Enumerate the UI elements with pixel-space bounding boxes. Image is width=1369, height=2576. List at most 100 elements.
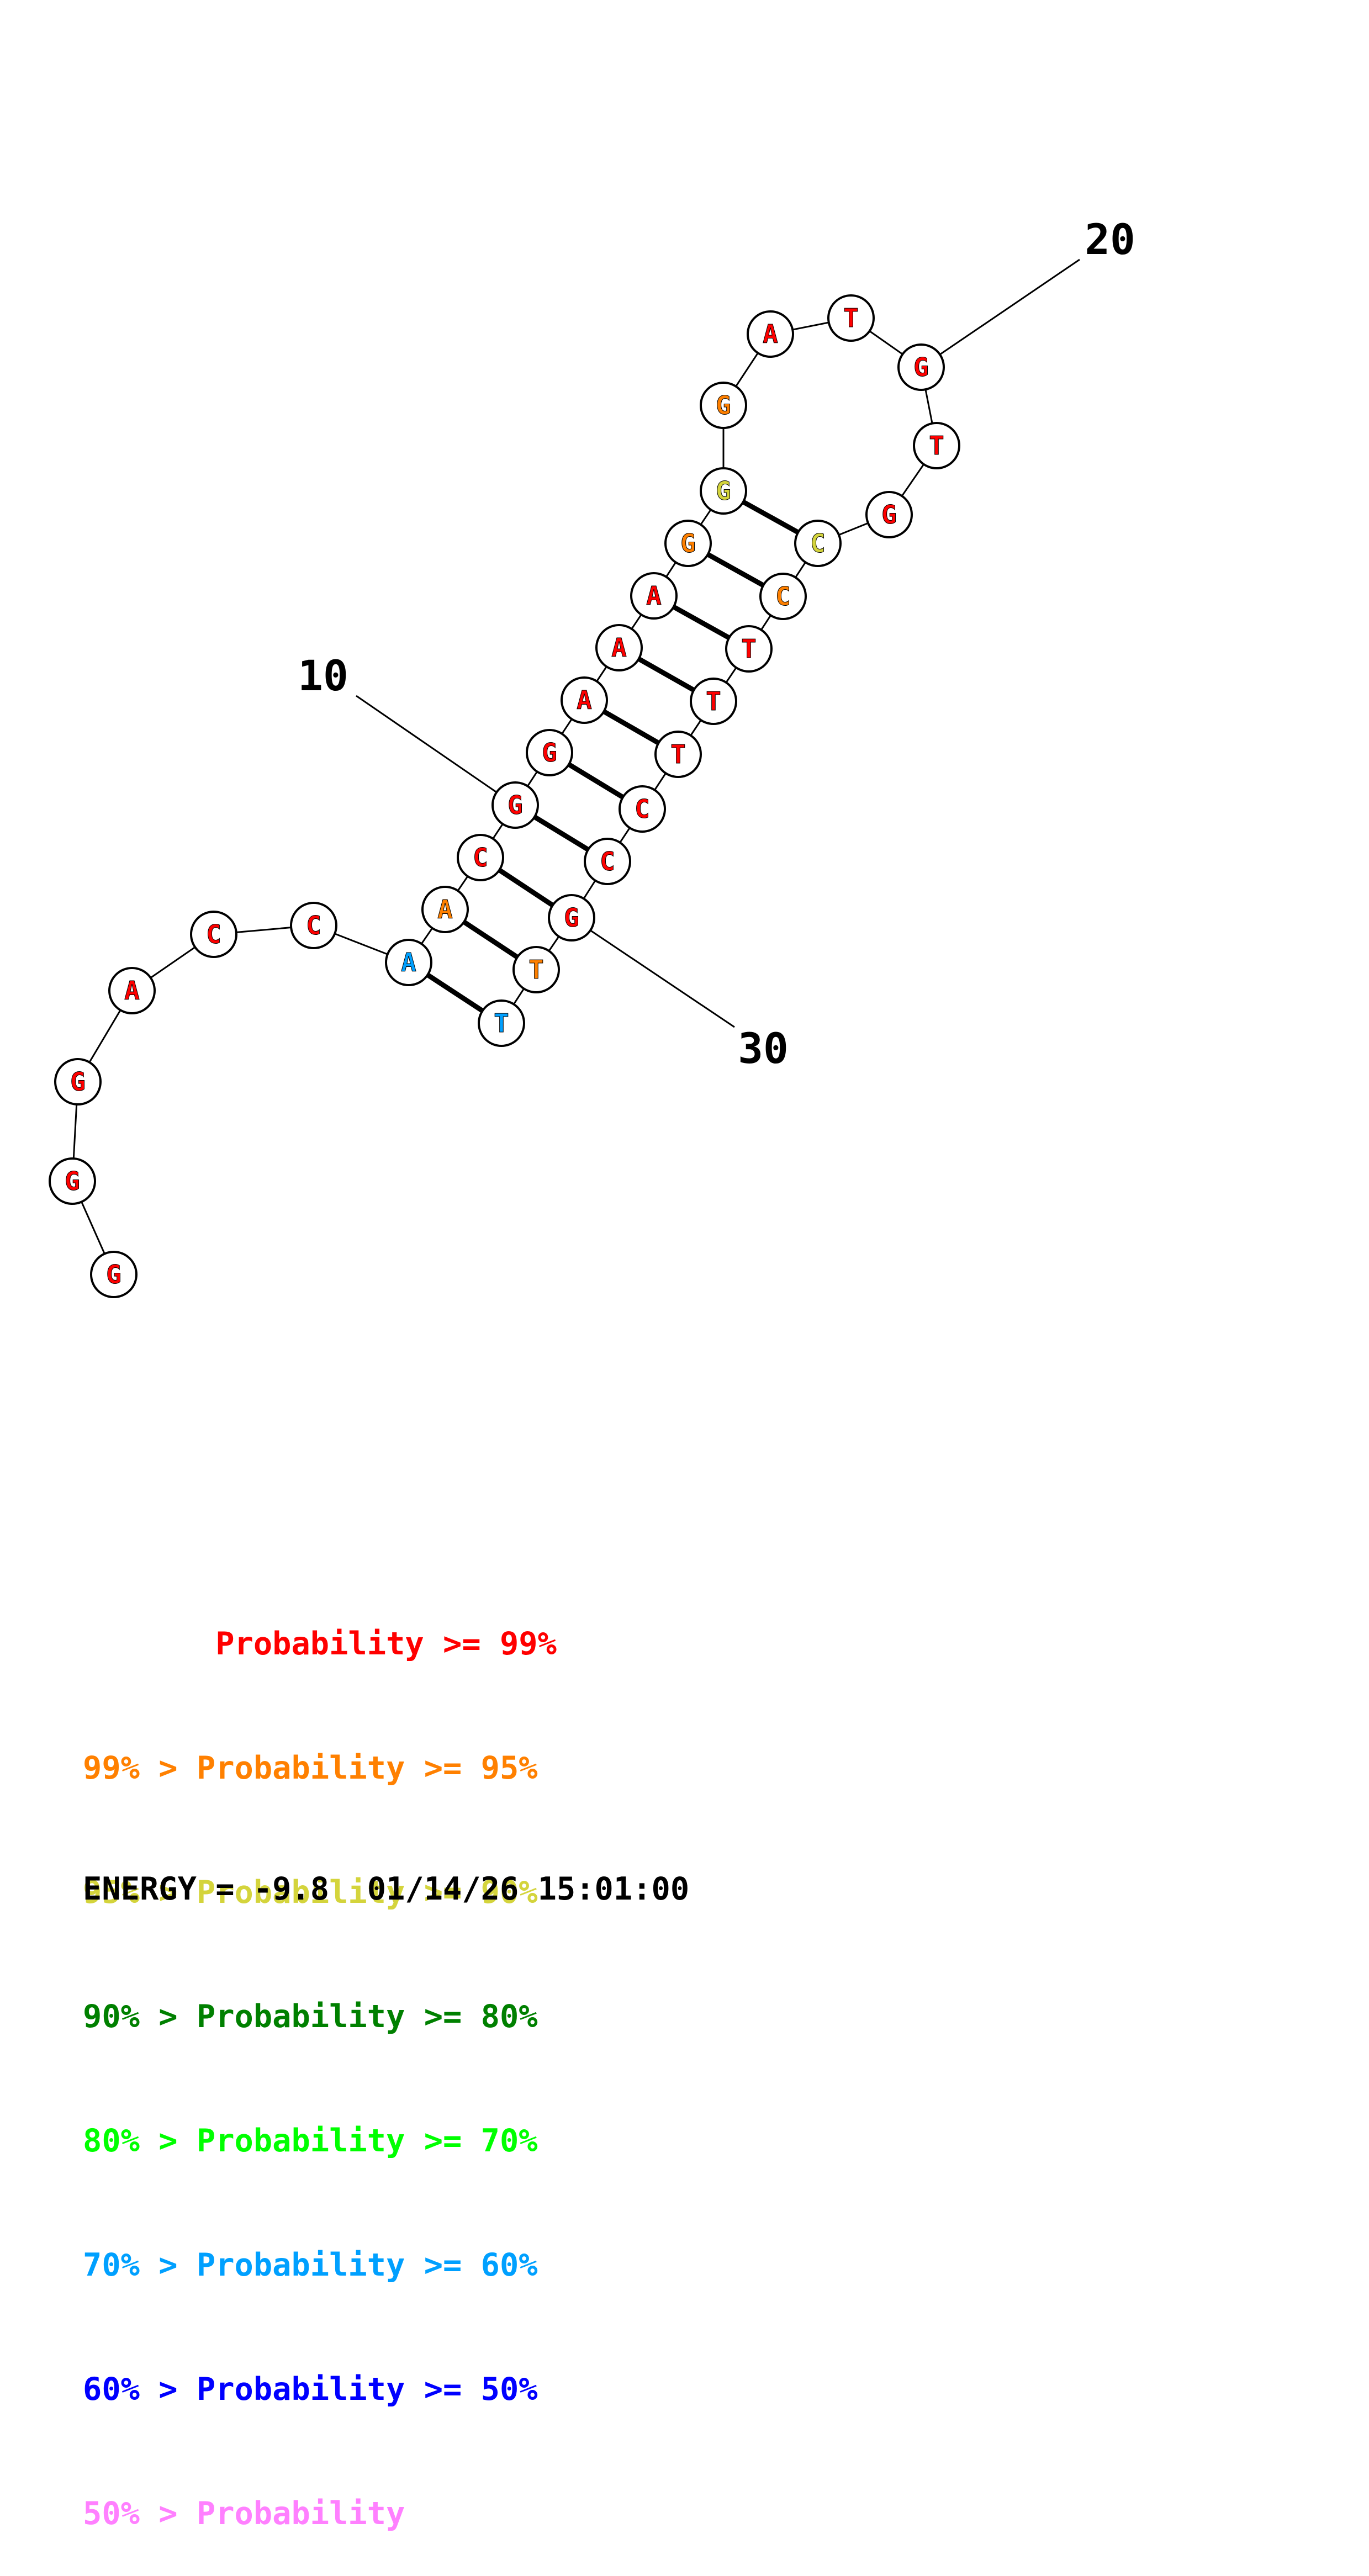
nucleotide-circle <box>54 1058 102 1105</box>
nucleotide-circle <box>478 999 525 1047</box>
nucleotide-base: A <box>401 948 416 977</box>
nucleotide-base: G <box>564 903 579 933</box>
nucleotide: T <box>725 625 773 673</box>
nucleotide-base: C <box>306 911 321 940</box>
nucleotide-circle <box>700 467 747 515</box>
nucleotide-base: C <box>635 794 650 824</box>
nucleotide: G <box>49 1157 96 1205</box>
probability-legend: Probability >= 99% 99% > Probability >= … <box>83 1541 557 2576</box>
nucleotide-circle <box>630 572 678 620</box>
nucleotide: A <box>747 310 794 358</box>
nucleotide: G <box>897 343 945 391</box>
legend-row: 95% > Probability >= 90% <box>83 1874 538 1911</box>
legend-row: 70% > Probability >= 60% <box>83 2247 538 2283</box>
nucleotide: A <box>385 939 432 986</box>
nucleotide-base: A <box>577 685 592 715</box>
nucleotide-circle <box>190 911 237 958</box>
nucleotide: C <box>619 785 666 833</box>
nucleotide: G <box>700 382 747 429</box>
nucleotide: T <box>478 999 525 1047</box>
nucleotide-base: G <box>70 1067 86 1097</box>
nucleotide-circle <box>595 624 643 671</box>
nucleotide-circle <box>49 1157 96 1205</box>
position-tick-line <box>921 258 1080 368</box>
nucleotide: C <box>794 520 842 567</box>
nucleotide-base: A <box>763 319 778 349</box>
nucleotide-circle <box>457 834 504 881</box>
nucleotide-circle <box>526 729 573 776</box>
nucleotide-circle <box>700 382 747 429</box>
legend-row: 50% > Probability <box>83 2495 405 2532</box>
nucleotide: G <box>54 1058 102 1105</box>
nucleotide-base: C <box>473 843 488 872</box>
nucleotide-base: G <box>716 390 731 420</box>
nucleotide: C <box>759 573 807 620</box>
nucleotide: A <box>630 572 678 620</box>
nucleotide-circle <box>913 422 960 469</box>
nucleotide-base: T <box>741 634 757 664</box>
nucleotide-base: A <box>124 976 140 1006</box>
nucleotide-base: C <box>206 919 221 949</box>
legend-row: 99% > Probability >= 95% <box>83 1750 538 1786</box>
nucleotide-circle <box>548 894 595 941</box>
nucleotide-circle <box>421 886 469 933</box>
nucleotide-circle <box>561 676 608 724</box>
nucleotide-circle <box>90 1251 138 1298</box>
nucleotide: C <box>457 834 504 881</box>
nucleotide: G <box>865 491 913 538</box>
nucleotide-base: A <box>437 895 453 924</box>
nucleotide: C <box>290 902 337 949</box>
nucleotide-base: G <box>680 528 696 558</box>
energy-footer: ENERGY = -9.8 01/14/26 15:01:00 <box>83 1871 690 1907</box>
nucleotide-base: C <box>600 847 615 876</box>
legend-row: 60% > Probability >= 50% <box>83 2371 538 2408</box>
nucleotide-circle <box>664 520 712 567</box>
nucleotide-base: G <box>542 738 557 768</box>
nucleotide: A <box>561 676 608 724</box>
legend-row: 90% > Probability >= 80% <box>83 1998 538 2035</box>
nucleotide-base: T <box>528 955 544 985</box>
nucleotide-circle <box>654 731 702 778</box>
nucleotide-base: G <box>65 1166 80 1196</box>
nucleotide: C <box>584 838 631 885</box>
nucleotide-base: C <box>775 581 791 611</box>
nucleotide-circle <box>747 310 794 358</box>
nucleotide-base: G <box>881 500 897 530</box>
nucleotide-base: G <box>508 790 523 820</box>
nucleotide: T <box>512 946 560 993</box>
nucleotide: G <box>700 467 747 515</box>
nucleotide-circle <box>897 343 945 391</box>
position-label: 10 <box>298 651 348 700</box>
nucleotide: G <box>90 1251 138 1298</box>
base-pair-lines <box>407 489 820 1025</box>
position-tick-line <box>356 695 516 806</box>
nucleotide: G <box>526 729 573 776</box>
position-label: 20 <box>1085 215 1135 264</box>
nucleotide-circle <box>512 946 560 993</box>
nucleotide: T <box>690 678 737 725</box>
nucleotide: C <box>190 911 237 958</box>
nucleotide-circle <box>491 781 539 829</box>
nucleotide-base: A <box>646 581 662 611</box>
nucleotide: A <box>595 624 643 671</box>
nucleotide-circle <box>725 625 773 673</box>
nucleotide-base: C <box>810 528 826 558</box>
nucleotide-base: T <box>843 303 859 333</box>
legend-row: Probability >= 99% <box>83 1626 557 1662</box>
nucleotide-base: T <box>494 1008 509 1038</box>
nucleotide-circle <box>759 573 807 620</box>
nucleotide-base: G <box>106 1260 121 1289</box>
nucleotide-circle <box>108 967 156 1014</box>
nucleotide-base: T <box>706 686 721 716</box>
nucleotide-circle <box>827 294 875 342</box>
nucleotide-base: G <box>716 476 731 506</box>
position-labels: 10 20 30 <box>298 215 1135 1073</box>
position-tick-line <box>571 917 735 1028</box>
nucleotide: T <box>913 422 960 469</box>
nucleotide-circle <box>794 520 842 567</box>
nucleotide-circle <box>619 785 666 833</box>
nucleotide: G <box>664 520 712 567</box>
nucleotide: G <box>491 781 539 829</box>
